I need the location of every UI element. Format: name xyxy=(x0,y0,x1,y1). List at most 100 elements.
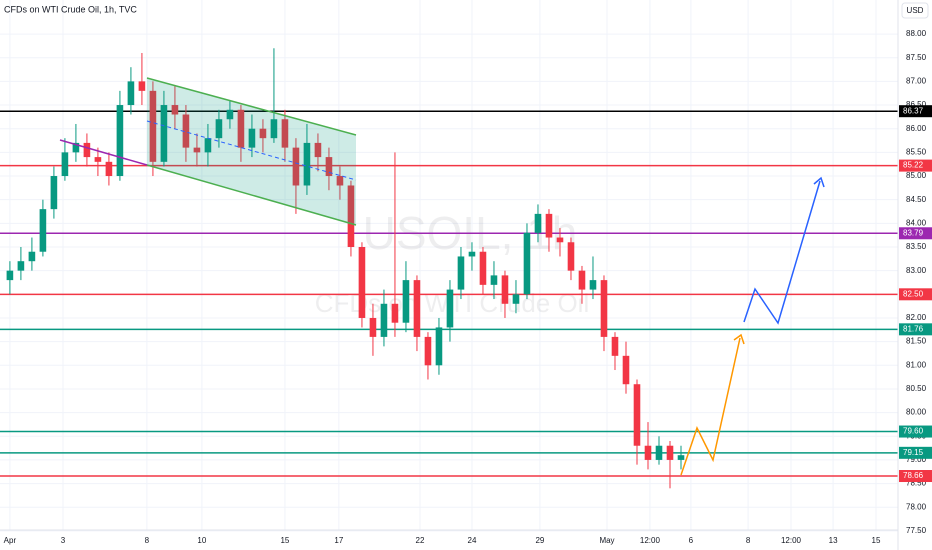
x-tick-label: 24 xyxy=(468,536,477,545)
y-tick-label: 86.50 xyxy=(906,100,927,109)
candle-body xyxy=(61,152,69,177)
candle-body xyxy=(457,256,465,290)
candle-body xyxy=(589,280,597,290)
channel-bottom xyxy=(146,164,357,226)
currency-box[interactable] xyxy=(901,2,929,19)
x-tick-label: 12:00 xyxy=(781,536,802,545)
candle-body xyxy=(6,270,14,281)
projection-orange xyxy=(680,337,741,476)
candle-body xyxy=(237,109,245,148)
x-tick-label: 22 xyxy=(416,536,425,545)
candle-body xyxy=(259,128,267,139)
candle-body xyxy=(193,147,201,153)
level-label: 85.22 xyxy=(903,161,924,170)
x-tick-label: Apr xyxy=(4,536,17,545)
y-tick-label: 87.00 xyxy=(906,76,927,85)
level-label: 83.79 xyxy=(903,228,924,237)
candle-body xyxy=(633,384,641,446)
level-label: 79.15 xyxy=(903,448,924,457)
x-tick-label: 12:00 xyxy=(640,536,661,545)
candle-body xyxy=(358,246,366,318)
y-tick-label: 88.00 xyxy=(906,29,927,38)
candle-body xyxy=(666,445,674,460)
candle-body xyxy=(347,185,355,247)
y-tick-label: 85.00 xyxy=(906,171,927,180)
candle-body xyxy=(578,270,586,290)
candle-body xyxy=(149,90,157,162)
y-tick-label: 83.50 xyxy=(906,242,927,251)
candle-body xyxy=(28,251,36,262)
y-tick-label: 82.00 xyxy=(906,313,927,322)
x-tick-label: 17 xyxy=(334,536,343,545)
level-label-box xyxy=(899,288,932,301)
candle-body xyxy=(171,105,179,115)
x-tick-label: 8 xyxy=(746,536,751,545)
y-tick-label: 81.00 xyxy=(906,360,927,369)
candle-body xyxy=(248,128,256,148)
candle-body xyxy=(512,294,520,304)
candle-body xyxy=(479,251,487,285)
candle-body xyxy=(292,147,300,186)
y-tick-label: 80.00 xyxy=(906,408,927,417)
level-label: 79.60 xyxy=(903,427,924,436)
currency[interactable]: USD xyxy=(907,6,924,15)
projection-blue xyxy=(743,180,821,325)
arrowhead-blue xyxy=(813,176,825,188)
y-tick-label: 86.00 xyxy=(906,124,927,133)
trend-line xyxy=(59,139,148,166)
candle-body xyxy=(226,109,234,120)
candle-body xyxy=(39,209,47,252)
level-label: 82.50 xyxy=(903,289,924,298)
candle-body xyxy=(402,280,410,323)
candle-body xyxy=(314,142,322,158)
level-label-box xyxy=(899,105,932,118)
level-label: 86.37 xyxy=(903,106,924,115)
candle-body xyxy=(369,317,377,337)
x-tick-label: May xyxy=(599,536,614,545)
x-tick-label: 29 xyxy=(535,536,544,545)
level-label-box xyxy=(899,323,932,336)
y-tick-label: 83.00 xyxy=(906,266,927,275)
candles xyxy=(6,48,685,489)
channel-top xyxy=(146,77,357,136)
candle-body xyxy=(523,232,531,295)
level-label: 81.76 xyxy=(903,324,924,333)
y-tick-label: 78.50 xyxy=(906,479,927,488)
chart-title: CFDs on WTI Crude Oil, 1h, TVC xyxy=(4,4,137,14)
candle-body xyxy=(611,336,619,356)
candle-body xyxy=(127,81,135,106)
y-tick-label: 84.50 xyxy=(906,195,927,204)
candle-body xyxy=(644,445,652,460)
x-tick-label: 3 xyxy=(61,536,66,545)
candle-body xyxy=(83,142,91,158)
candle-body xyxy=(336,176,344,186)
candle-body xyxy=(138,81,146,91)
candle-body xyxy=(468,251,476,257)
candle-body xyxy=(72,142,80,153)
candle-body xyxy=(655,445,663,460)
y-tick-label: 80.50 xyxy=(906,384,927,393)
level-label-box xyxy=(899,425,932,438)
y-tick-label: 77.50 xyxy=(906,526,927,535)
candle-body xyxy=(94,157,102,162)
candle-body xyxy=(182,114,190,148)
channel-fill xyxy=(147,78,356,225)
candle-body xyxy=(413,280,421,337)
channel-mid xyxy=(146,120,357,181)
level-label-box xyxy=(899,446,932,459)
candle-body xyxy=(490,275,498,285)
candle-body xyxy=(424,336,432,366)
y-tick-label: 79.00 xyxy=(906,455,927,464)
candle-body xyxy=(204,138,212,153)
candle-body xyxy=(622,355,630,385)
y-tick-label: 87.50 xyxy=(906,53,927,62)
drawings xyxy=(59,77,825,476)
candle-body xyxy=(325,157,333,177)
candle-body xyxy=(435,327,443,366)
candle-body xyxy=(50,176,58,210)
arrowhead-orange xyxy=(733,333,745,345)
y-tick-label: 84.00 xyxy=(906,218,927,227)
candle-body xyxy=(446,289,454,328)
x-tick-label: 13 xyxy=(829,536,838,545)
